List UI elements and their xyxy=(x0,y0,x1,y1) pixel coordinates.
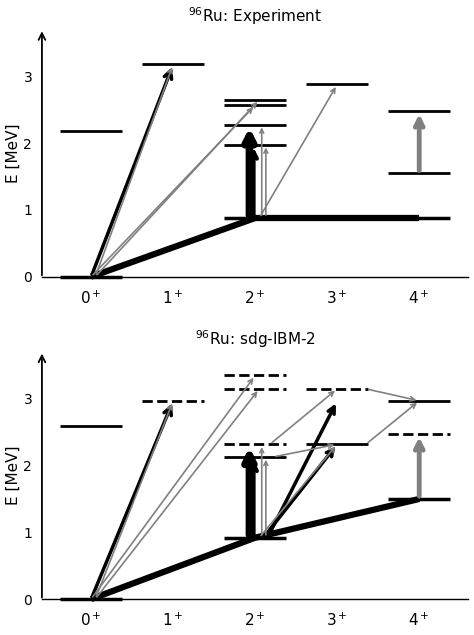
Title: $^{96}$Ru: Experiment: $^{96}$Ru: Experiment xyxy=(188,6,322,27)
Title: $^{96}$Ru: sdg-IBM-2: $^{96}$Ru: sdg-IBM-2 xyxy=(195,328,316,350)
Y-axis label: E [MeV]: E [MeV] xyxy=(6,446,20,505)
Y-axis label: E [MeV]: E [MeV] xyxy=(6,123,20,183)
